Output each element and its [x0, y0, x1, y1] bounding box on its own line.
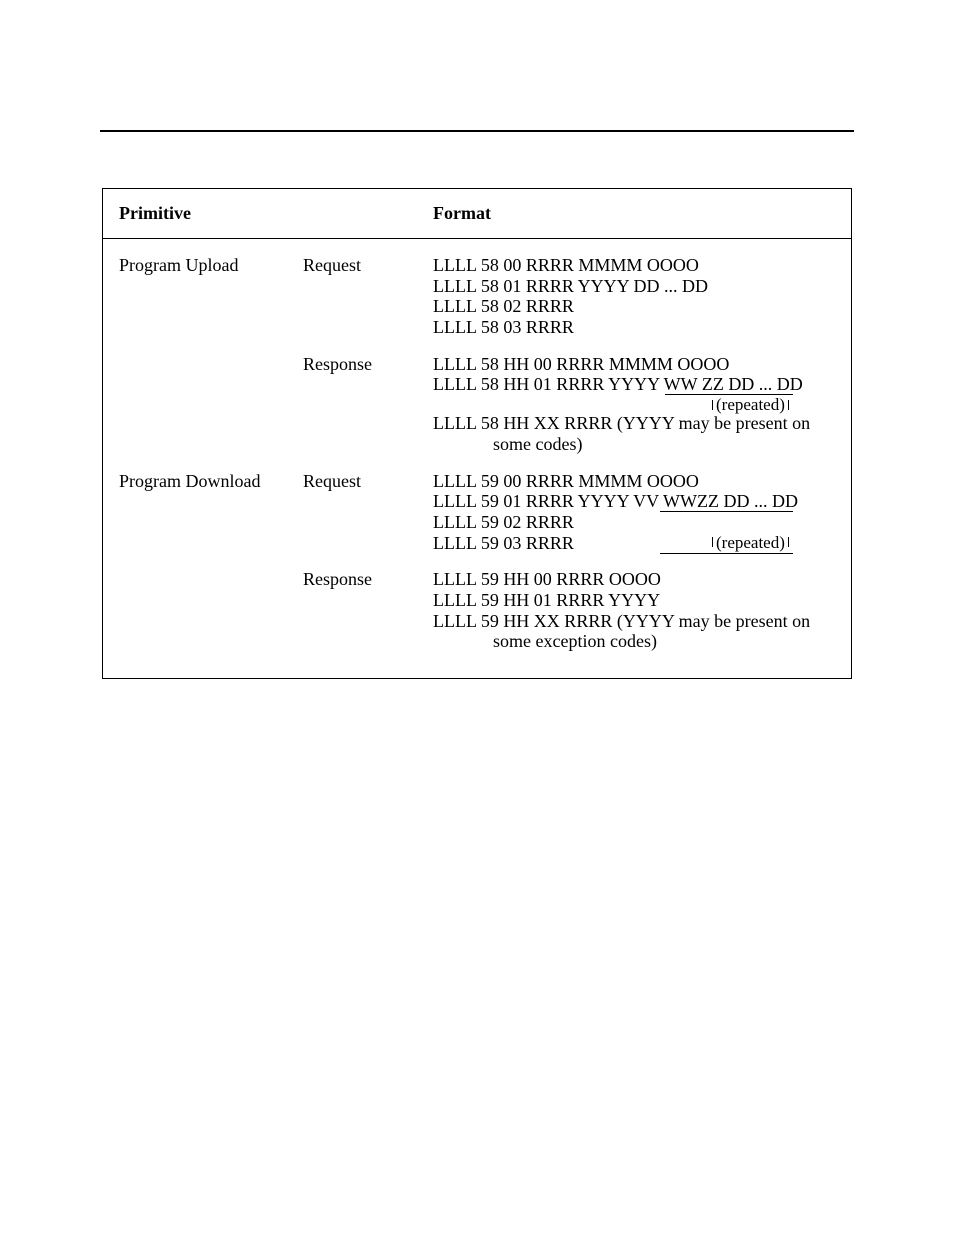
format-line: LLLL 58 01 RRRR YYYY DD ... DD — [433, 276, 843, 297]
primitive-cell: Program Download — [103, 471, 303, 492]
format-line: LLLL 59 HH 01 RRRR YYYY — [433, 590, 843, 611]
format-line: LLLL 58 HH 01 RRRR YYYY WW ZZ DD ... DD … — [433, 374, 843, 395]
header-primitive: Primitive — [103, 203, 303, 224]
table-row: Response LLLL 59 HH 00 RRRR OOOO LLLL 59… — [103, 553, 851, 652]
format-line: LLLL 58 HH XX RRRR (YYYY may be present … — [433, 413, 843, 434]
format-line: LLLL 59 HH 00 RRRR OOOO — [433, 569, 843, 590]
format-line: LLLL 59 03 RRRR (repeated) — [433, 533, 843, 554]
format-cell: LLLL 58 HH 00 RRRR MMMM OOOO LLLL 58 HH … — [433, 354, 851, 455]
format-line: LLLL 58 03 RRRR — [433, 317, 843, 338]
table-header-row: Primitive Format — [103, 189, 851, 239]
repeated-annotation: (repeated) — [716, 533, 785, 553]
repeated-annotation: (repeated) — [716, 395, 785, 415]
msgtype-cell: Request — [303, 255, 433, 276]
msgtype-cell: Request — [303, 471, 433, 492]
format-cell: LLLL 59 00 RRRR MMMM OOOO LLLL 59 01 RRR… — [433, 471, 851, 554]
format-line: some exception codes) — [433, 631, 843, 652]
format-line: LLLL 58 HH 00 RRRR MMMM OOOO — [433, 354, 843, 375]
format-table: Primitive Format Program Upload Request … — [102, 188, 852, 679]
table-row: Program Upload Request LLLL 58 00 RRRR M… — [103, 239, 851, 338]
header-format: Format — [433, 203, 491, 224]
format-line: LLLL 58 00 RRRR MMMM OOOO — [433, 255, 843, 276]
format-line: LLLL 59 HH XX RRRR (YYYY may be present … — [433, 611, 843, 632]
format-cell: LLLL 59 HH 00 RRRR OOOO LLLL 59 HH 01 RR… — [433, 569, 851, 652]
format-text: LLLL 59 01 RRRR YYYY VV WWZZ DD ... DD — [433, 491, 798, 511]
format-line: some codes) — [433, 434, 843, 455]
msgtype-cell: Response — [303, 569, 433, 590]
format-text: LLLL 59 03 RRRR — [433, 533, 574, 553]
table-row: Program Download Request LLLL 59 00 RRRR… — [103, 455, 851, 554]
horizontal-rule — [100, 130, 854, 132]
primitive-cell: Program Upload — [103, 255, 303, 276]
format-line: LLLL 58 02 RRRR — [433, 296, 843, 317]
format-line: LLLL 59 00 RRRR MMMM OOOO — [433, 471, 843, 492]
format-line: LLLL 59 01 RRRR YYYY VV WWZZ DD ... DD — [433, 491, 843, 512]
table-row: Response LLLL 58 HH 00 RRRR MMMM OOOO LL… — [103, 338, 851, 455]
format-line: LLLL 59 02 RRRR — [433, 512, 843, 533]
msgtype-cell: Response — [303, 354, 433, 375]
format-text: LLLL 58 HH 01 RRRR YYYY WW ZZ DD ... DD — [433, 374, 803, 394]
repeated-overline — [660, 511, 793, 512]
format-cell: LLLL 58 00 RRRR MMMM OOOO LLLL 58 01 RRR… — [433, 255, 851, 338]
repeated-underline — [660, 553, 793, 554]
